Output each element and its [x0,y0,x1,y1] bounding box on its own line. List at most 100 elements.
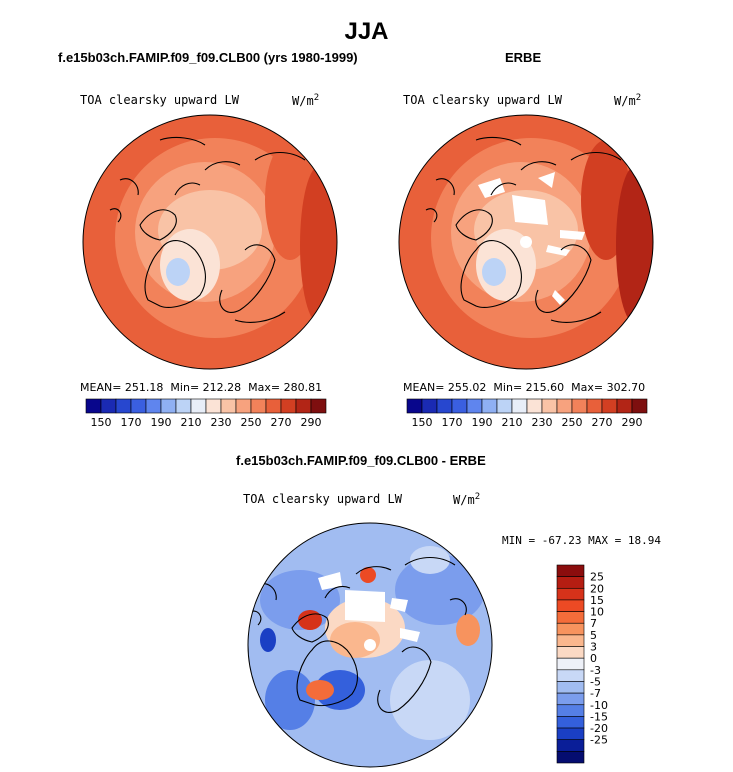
left-colorbar-swatch [205,398,222,414]
left-colorbar-swatch [235,398,252,414]
diff-colorbar-swatch [556,692,585,706]
right-polar-map [399,115,653,369]
main-title: JJA [344,18,389,45]
diff-colorbar-tick-label: 7 [590,617,597,630]
left-map-units: W/m2 [292,93,320,108]
left-colorbar-swatch [175,398,192,414]
diff-colorbar-tick-label: -20 [590,722,608,735]
diff-colorbar-swatch [556,716,585,729]
right-map-border [398,114,654,370]
left-colorbar-swatch [160,398,177,414]
left-map-title: f.e15b03ch.FAMIP.f09_f09.CLB00 (yrs 1980… [58,50,358,65]
right-colorbar-swatch [526,398,543,414]
right-colorbar-swatch [421,398,438,414]
diff-colorbar-swatch [556,622,585,636]
diff-map-minmax: MIN = -67.23 MAX = 18.94 [502,534,661,547]
right-map-coastlines [425,136,622,323]
left-colorbar-tick-label: 250 [241,416,262,429]
diff-colorbar-swatch [556,634,585,647]
diff-map-subtitle: TOA clearsky upward LW [243,492,402,506]
left-colorbar-tick-label: 210 [181,416,202,429]
right-colorbar-swatch [616,398,633,414]
right-colorbar-swatch [541,398,558,414]
diff-colorbar-tick-label: 0 [590,652,597,665]
diff-colorbar-swatch [556,564,585,577]
right-colorbar-swatch [556,398,573,414]
diff-colorbar-swatch [556,727,585,741]
right-colorbar-swatch [631,398,648,414]
right-colorbar-swatch [406,398,423,414]
right-colorbar-tick-label: 290 [622,416,643,429]
right-colorbar-swatch [571,398,588,414]
left-colorbar-swatch [295,398,312,414]
left-colorbar-swatch [220,398,237,414]
left-colorbar-tick-label: 190 [151,416,172,429]
right-colorbar-tick-label: 270 [592,416,613,429]
right-colorbar-swatch [496,398,513,414]
diff-colorbar-tick-label: 20 [590,582,604,595]
diff-colorbar-swatch [556,576,585,589]
diff-colorbar-tick-label: -10 [590,699,608,712]
left-colorbar-swatch [85,398,102,414]
left-colorbar-swatch [130,398,147,414]
diff-colorbar-tick-label: -3 [590,664,601,677]
diff-colorbar-swatch [556,739,585,752]
right-map-units: W/m2 [614,93,642,108]
diff-colorbar-tick-label: 3 [590,641,597,654]
diff-colorbar-swatch [556,599,585,612]
right-colorbar-tick-label: 190 [472,416,493,429]
left-map-coastlines [109,136,306,323]
diff-colorbar-tick-label: -15 [590,710,608,723]
right-colorbar-tick-label: 250 [562,416,583,429]
left-colorbar-swatch [265,398,282,414]
right-colorbar-swatch [466,398,483,414]
left-colorbar-swatch [115,398,132,414]
left-colorbar-swatch [280,398,297,414]
right-colorbar-tick-label: 230 [532,416,553,429]
diff-colorbar-swatch [556,704,585,717]
right-colorbar-swatch [601,398,618,414]
right-map-title: ERBE [505,50,542,65]
diff-colorbar-tick-label: 25 [590,571,604,584]
diff-colorbar-swatch [556,669,585,682]
right-colorbar-swatch [451,398,468,414]
diff-colorbar-tick-label: -25 [590,734,608,747]
diff-map-border [247,522,493,768]
diff-colorbar-swatch [556,646,585,659]
diff-colorbar-tick-label: 10 [590,606,604,619]
diff-colorbar-tick-label: -7 [590,687,601,700]
left-colorbar-swatch [310,398,327,414]
left-colorbar-tick-label: 170 [121,416,142,429]
left-colorbar-swatch [250,398,267,414]
right-colorbar-swatch [481,398,498,414]
left-colorbar-tick-label: 270 [271,416,292,429]
right-colorbar: 150 170 190 210 230 250 270 290 [406,398,648,429]
left-map-border [82,114,338,370]
right-colorbar-tick-label: 150 [412,416,433,429]
right-colorbar-tick-label: 170 [442,416,463,429]
left-colorbar: 150 170 190 210 230 250 270 290 [85,398,327,429]
diff-map-title: f.e15b03ch.FAMIP.f09_f09.CLB00 - ERBE [236,453,486,468]
left-polar-map [83,115,337,369]
diff-colorbar-swatch [556,681,585,694]
left-colorbar-swatch [145,398,162,414]
left-colorbar-swatch [190,398,207,414]
right-colorbar-swatch [586,398,603,414]
right-colorbar-tick-label: 210 [502,416,523,429]
diff-colorbar-swatch [556,657,585,671]
diff-colorbar-tick-label: 5 [590,629,597,642]
diff-map-units: W/m2 [453,492,481,507]
left-colorbar-tick-label: 290 [301,416,322,429]
left-colorbar-tick-label: 150 [91,416,112,429]
diff-colorbar-tick-label: 15 [590,594,604,607]
right-colorbar-swatch [436,398,453,414]
diff-colorbar-swatch [556,587,585,601]
diff-colorbar-swatch [556,751,585,764]
diff-colorbar-tick-label: -5 [590,675,601,688]
right-map-stats: MEAN= 255.02 Min= 215.60 Max= 302.70 [403,381,646,394]
right-colorbar-swatch [511,398,528,414]
left-colorbar-swatch [100,398,117,414]
left-colorbar-tick-label: 230 [211,416,232,429]
